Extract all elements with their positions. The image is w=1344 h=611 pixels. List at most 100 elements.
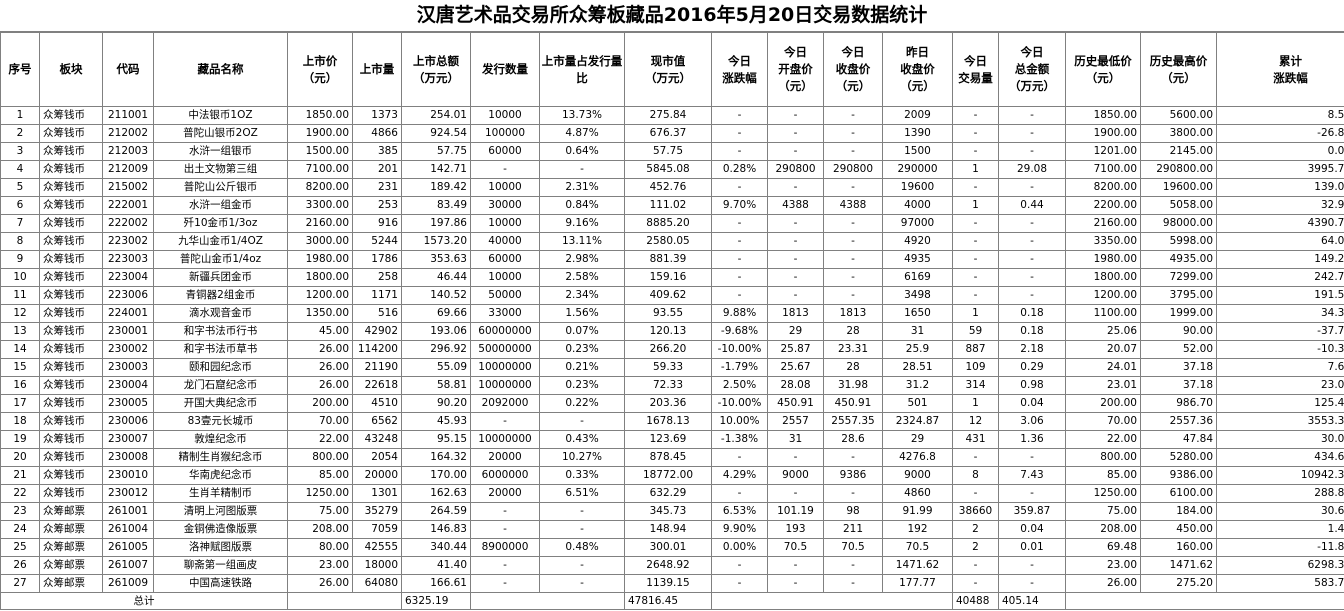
table-cell[interactable]: - [470, 556, 540, 575]
table-cell[interactable]: 1250.00 [287, 484, 353, 503]
table-cell[interactable]: 166.61 [401, 574, 471, 593]
table-cell[interactable]: - [711, 268, 768, 287]
table-cell[interactable]: 140.52 [401, 286, 471, 305]
table-cell[interactable]: 5845.08 [624, 160, 712, 179]
table-cell[interactable]: 1.56% [539, 304, 625, 323]
table-cell[interactable]: - [711, 124, 768, 143]
table-cell[interactable]: - [952, 142, 999, 161]
table-cell[interactable]: 8885.20 [624, 214, 712, 233]
table-cell[interactable]: 148.94 [624, 520, 712, 539]
table-cell[interactable]: 10000 [470, 106, 540, 125]
table-cell[interactable]: 众筹钱币 [39, 232, 103, 251]
table-cell[interactable]: - [539, 520, 625, 539]
table-cell[interactable]: 1678.13 [624, 412, 712, 431]
table-cell[interactable]: - [767, 556, 824, 575]
table-cell[interactable]: 4388 [767, 196, 824, 215]
table-cell[interactable]: 37.18 [1140, 376, 1217, 395]
table-cell[interactable]: 3800.00 [1140, 124, 1217, 143]
table-cell[interactable]: 64.00% [1216, 232, 1344, 251]
table-cell[interactable]: 众筹钱币 [39, 142, 103, 161]
table-cell[interactable]: 70.5 [823, 538, 883, 557]
table-cell[interactable]: 众筹钱币 [39, 466, 103, 485]
table-cell[interactable]: 75.00 [1065, 502, 1141, 521]
table-cell[interactable]: - [823, 448, 883, 467]
table-cell[interactable]: 125.46% [1216, 394, 1344, 413]
table-cell[interactable]: 5600.00 [1140, 106, 1217, 125]
table-cell[interactable]: 25.87 [767, 340, 824, 359]
table-cell[interactable]: 13 [0, 322, 40, 341]
table-cell[interactable]: 0.44 [998, 196, 1066, 215]
table-cell[interactable]: 歼10金币1/3oz [153, 214, 288, 233]
table-cell[interactable]: -10.00% [711, 340, 768, 359]
table-cell[interactable]: 2.18 [998, 340, 1066, 359]
table-cell[interactable]: 60000 [470, 250, 540, 269]
table-cell[interactable]: 881.39 [624, 250, 712, 269]
table-cell[interactable]: 21 [0, 466, 40, 485]
total-amount[interactable]: 405.14 [998, 592, 1066, 610]
table-cell[interactable]: 3300.00 [287, 196, 353, 215]
table-cell[interactable]: 230003 [102, 358, 154, 377]
table-cell[interactable]: 20 [0, 448, 40, 467]
table-cell[interactable]: 精制生肖猴纪念币 [153, 448, 288, 467]
table-cell[interactable]: 450.91 [823, 394, 883, 413]
table-cell[interactable]: 1850.00 [1065, 106, 1141, 125]
table-cell[interactable]: 0.00% [711, 538, 768, 557]
table-cell[interactable]: 1373 [352, 106, 402, 125]
table-cell[interactable]: 230007 [102, 430, 154, 449]
table-cell[interactable]: 众筹钱币 [39, 394, 103, 413]
table-cell[interactable]: 3.06 [998, 412, 1066, 431]
table-cell[interactable]: -10.35% [1216, 340, 1344, 359]
table-cell[interactable]: 35279 [352, 502, 402, 521]
table-cell[interactable]: 25.9 [882, 340, 953, 359]
table-cell[interactable]: 1 [952, 160, 999, 179]
table-cell[interactable]: 90.00 [1140, 322, 1217, 341]
table-cell[interactable]: 23.00% [1216, 376, 1344, 395]
table-cell[interactable]: 353.63 [401, 250, 471, 269]
table-cell[interactable]: 22.00 [1065, 430, 1141, 449]
table-cell[interactable]: 6.53% [711, 502, 768, 521]
table-cell[interactable]: 189.42 [401, 178, 471, 197]
table-cell[interactable]: 42555 [352, 538, 402, 557]
table-cell[interactable]: 197.86 [401, 214, 471, 233]
table-cell[interactable]: 0.48% [539, 538, 625, 557]
table-cell[interactable]: 230010 [102, 466, 154, 485]
table-cell[interactable]: 九华山金币1/4OZ [153, 232, 288, 251]
table-cell[interactable]: 70.5 [882, 538, 953, 557]
table-cell[interactable]: 普陀山公斤银币 [153, 178, 288, 197]
table-cell[interactable]: - [823, 556, 883, 575]
table-cell[interactable]: - [539, 556, 625, 575]
table-cell[interactable]: 0.64% [539, 142, 625, 161]
table-cell[interactable]: 7.69% [1216, 358, 1344, 377]
table-cell[interactable]: 38660 [952, 502, 999, 521]
table-cell[interactable]: 275.84 [624, 106, 712, 125]
table-cell[interactable]: 7059 [352, 520, 402, 539]
table-cell[interactable]: 33000 [470, 304, 540, 323]
table-cell[interactable]: 4935.00 [1140, 250, 1217, 269]
table-cell[interactable]: 0.00% [1216, 142, 1344, 161]
table-cell[interactable]: - [998, 142, 1066, 161]
table-cell[interactable]: 7 [0, 214, 40, 233]
table-cell[interactable]: 开国大典纪念币 [153, 394, 288, 413]
table-cell[interactable]: 6000000 [470, 466, 540, 485]
table-cell[interactable]: 1201.00 [1065, 142, 1141, 161]
table-cell[interactable]: 6.51% [539, 484, 625, 503]
table-cell[interactable]: 2.31% [539, 178, 625, 197]
table-cell[interactable]: - [711, 232, 768, 251]
table-cell[interactable]: 28 [823, 322, 883, 341]
table-cell[interactable]: 1200.00 [287, 286, 353, 305]
table-cell[interactable]: 众筹钱币 [39, 448, 103, 467]
table-cell[interactable]: 11 [0, 286, 40, 305]
table-cell[interactable]: 46.44 [401, 268, 471, 287]
table-cell[interactable]: - [470, 574, 540, 593]
table-cell[interactable]: 1813 [767, 304, 824, 323]
table-cell[interactable]: 1301 [352, 484, 402, 503]
table-cell[interactable]: - [952, 286, 999, 305]
table-cell[interactable]: 0.23% [539, 376, 625, 395]
table-cell[interactable]: 1250.00 [1065, 484, 1141, 503]
table-cell[interactable]: 632.29 [624, 484, 712, 503]
table-cell[interactable]: 2009 [882, 106, 953, 125]
table-cell[interactable]: 43248 [352, 430, 402, 449]
table-cell[interactable]: 230008 [102, 448, 154, 467]
table-cell[interactable]: - [767, 250, 824, 269]
table-cell[interactable]: - [952, 124, 999, 143]
